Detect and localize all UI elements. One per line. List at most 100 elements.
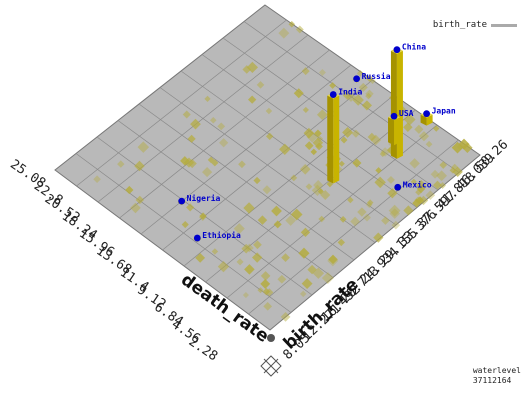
- grid-line: [159, 87, 376, 243]
- background-cube: [449, 167, 457, 174]
- point-marker: [329, 91, 337, 98]
- background-cube: [310, 148, 318, 156]
- background-cube: [246, 61, 259, 74]
- background-cube: [183, 157, 195, 168]
- background-cube: [386, 175, 395, 184]
- background-cube: [403, 122, 413, 132]
- background-cube: [202, 166, 213, 178]
- background-cube: [253, 240, 262, 250]
- point-label: Ethiopia: [202, 230, 241, 240]
- background-cube: [251, 252, 263, 263]
- background-cube: [409, 158, 420, 169]
- background-cube: [370, 134, 382, 146]
- background-cube: [365, 92, 372, 100]
- bar-front: [426, 114, 433, 126]
- point-marker: [390, 112, 398, 120]
- background-cube: [244, 264, 255, 275]
- background-cube: [366, 201, 373, 208]
- background-cube: [418, 131, 430, 142]
- background-cube: [416, 180, 427, 190]
- bar-front: [394, 117, 401, 146]
- background-cube: [181, 220, 189, 229]
- background-cube: [345, 91, 356, 102]
- background-cube: [242, 292, 249, 299]
- background-cube: [337, 238, 345, 247]
- background-cube: [265, 132, 274, 141]
- point-marker: [353, 75, 361, 83]
- background-cube: [389, 208, 400, 219]
- background-cube: [414, 124, 424, 134]
- background-cube: [236, 258, 244, 266]
- point-label: Mexico: [403, 179, 432, 189]
- background-cube: [217, 260, 230, 273]
- background-cube: [313, 180, 324, 191]
- grid-line: [138, 103, 355, 261]
- bar-front: [333, 95, 340, 184]
- point-marker: [178, 197, 186, 205]
- background-cube: [425, 140, 433, 148]
- background-cube: [117, 160, 125, 168]
- background-cube: [93, 175, 101, 183]
- background-cube: [265, 288, 274, 297]
- background-cube: [425, 190, 436, 201]
- background-cube: [403, 113, 416, 126]
- background-cube: [387, 188, 398, 199]
- background-cube: [305, 183, 313, 191]
- waterlevel-value: 37112164: [472, 376, 512, 385]
- left-tick-label: 2.28: [186, 334, 220, 364]
- background-cube: [302, 106, 309, 114]
- background-cube: [361, 100, 372, 111]
- background-cube: [388, 204, 401, 217]
- background-cube: [301, 278, 313, 290]
- background-cube: [273, 220, 282, 229]
- background-cube: [347, 196, 354, 204]
- background-cube: [312, 137, 324, 149]
- point-label: China: [402, 42, 426, 52]
- bar-side: [388, 117, 395, 146]
- background-cube: [304, 141, 314, 151]
- background-cube: [130, 202, 141, 214]
- background-cube: [338, 160, 345, 167]
- point-marker: [393, 46, 401, 54]
- bar-side: [327, 95, 334, 184]
- grid-line: [248, 139, 459, 315]
- background-cube: [357, 207, 367, 217]
- point-label: Nigeria: [187, 193, 221, 203]
- corner-diamond: [260, 355, 282, 377]
- background-cube: [340, 136, 348, 144]
- background-cube: [439, 182, 446, 189]
- grid-line: [117, 120, 334, 278]
- background-cube: [137, 141, 150, 153]
- background-cube: [352, 94, 364, 106]
- background-cube: [316, 135, 324, 143]
- background-cube: [410, 178, 417, 185]
- background-cube: [257, 287, 264, 294]
- background-cube: [314, 129, 322, 138]
- point-label: USA: [399, 109, 414, 118]
- background-cube: [403, 205, 414, 216]
- legend-swatch: [491, 23, 517, 27]
- background-cube: [219, 138, 229, 148]
- background-cube: [303, 127, 315, 139]
- background-cube: [290, 208, 303, 221]
- background-cube: [328, 254, 338, 265]
- background-cube: [134, 160, 145, 172]
- background-cube: [186, 203, 195, 212]
- background-cube: [339, 215, 347, 223]
- background-cube: [342, 90, 352, 100]
- corner-cross: [263, 358, 279, 374]
- legend-label: birth_rate: [432, 20, 487, 30]
- background-cube: [262, 185, 272, 195]
- background-cube: [279, 143, 291, 156]
- background-cube: [271, 205, 282, 217]
- background-cube: [257, 215, 268, 225]
- background-cube: [298, 247, 310, 259]
- background-cube: [135, 195, 145, 205]
- background-cube: [363, 213, 371, 222]
- background-cube: [253, 176, 261, 185]
- background-cube: [321, 272, 334, 285]
- background-cube: [439, 161, 448, 169]
- background-cube: [187, 134, 196, 143]
- background-cube: [307, 264, 317, 275]
